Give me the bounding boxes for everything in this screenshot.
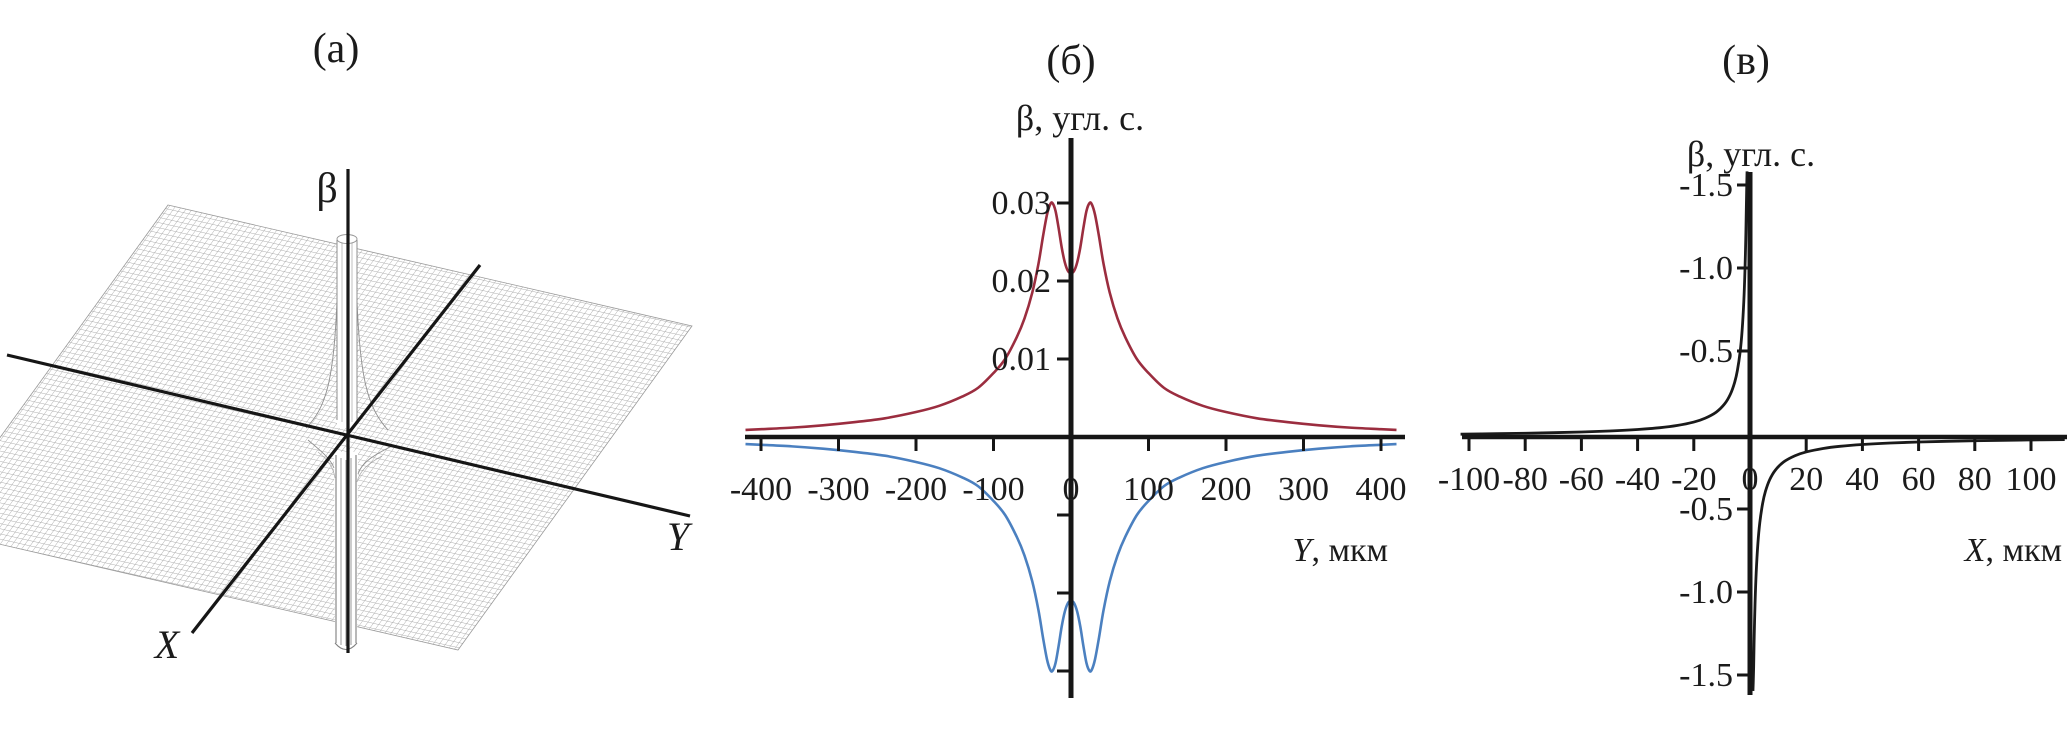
v-x-tick-label: 40: [1845, 461, 1879, 498]
panel-b-xlabel: Y, мкм: [1293, 532, 1388, 569]
panel-v-x-ticks: -100 -80 -60 -40 -20 0 20 40 60 80 100: [1438, 437, 2057, 498]
panel-v-xlabel-unit: , мкм: [1985, 532, 2062, 569]
curve-black-right: [1751, 438, 2065, 692]
v-y-tick-label: -0.5: [1679, 491, 1733, 528]
b-x-tick-label: -300: [807, 471, 869, 508]
b-x-tick-label: -100: [962, 471, 1024, 508]
b-x-tick-label: 100: [1123, 471, 1174, 508]
panel-b-x-ticks: -400 -300 -200 -100 0 100 200 300 400: [730, 437, 1407, 508]
b-x-tick-label: 200: [1201, 471, 1252, 508]
v-x-tick-label: -80: [1503, 461, 1548, 498]
panel-v-ylabel: β, угл. с.: [1687, 134, 1815, 174]
b-y-tick-label: 0.03: [992, 185, 1052, 222]
b-y-tick-label: 0.02: [992, 263, 1052, 300]
wireframe-downward-funnel: [307, 439, 393, 651]
y-axis-line-3d: [6, 353, 691, 518]
b-x-tick-label: 400: [1356, 471, 1407, 508]
panel-b-y-ticks: 0.03 0.02 0.01: [992, 185, 1071, 673]
panel-v-y-ticks: -1.5 -1.0 -0.5 -0.5 -1.0 -1.5: [1679, 167, 1750, 694]
v-x-tick-label: -100: [1438, 461, 1500, 498]
v-y-tick-label: -1.0: [1679, 574, 1733, 611]
panel-v-xlabel-var: X: [1963, 532, 1987, 569]
panel-b: (б) β, угл. с. -400 -300 -200 -100 0 100 200 30…: [730, 38, 1407, 698]
v-x-tick-label: 60: [1902, 461, 1936, 498]
v-x-tick-label: -60: [1559, 461, 1604, 498]
x-axis-line-3d: [190, 264, 482, 634]
b-x-tick-label: 0: [1063, 471, 1080, 508]
v-y-tick-label: -1.5: [1679, 167, 1733, 204]
panel-a-title: (а): [313, 26, 360, 72]
panel-b-xlabel-unit: , мкм: [1311, 532, 1388, 569]
v-x-tick-label: 100: [2006, 461, 2057, 498]
v-y-tick-label: -0.5: [1679, 333, 1733, 370]
beta-axis-label: β: [316, 166, 337, 212]
x-axis-label-3d: X: [153, 622, 181, 667]
y-axis-label-3d: Y: [667, 514, 693, 559]
b-x-tick-label: -400: [730, 471, 792, 508]
v-x-tick-label: 80: [1958, 461, 1992, 498]
v-x-tick-label: -20: [1671, 461, 1716, 498]
panel-b-ylabel: β, угл. с.: [1016, 98, 1144, 138]
panel-v-title: (в): [1722, 38, 1770, 84]
v-y-tick-label: -1.0: [1679, 250, 1733, 287]
v-x-tick-label: 0: [1742, 461, 1759, 498]
v-y-tick-label: -1.5: [1679, 657, 1733, 694]
b-x-tick-label: 300: [1278, 471, 1329, 508]
v-x-tick-label: -40: [1615, 461, 1660, 498]
panel-b-xlabel-var: Y: [1293, 532, 1315, 569]
v-x-tick-label: 20: [1789, 461, 1823, 498]
panel-v-xlabel: X, мкм: [1963, 532, 2062, 569]
panel-b-title: (б): [1046, 38, 1095, 84]
panel-v: (в) β, угл. с. -100 -80 -60 -40 -20 0 20 40 60 80…: [1438, 38, 2067, 695]
panel-a: (а): [0, 26, 693, 667]
b-x-tick-label: -200: [885, 471, 947, 508]
b-y-tick-label: 0.01: [992, 341, 1052, 378]
